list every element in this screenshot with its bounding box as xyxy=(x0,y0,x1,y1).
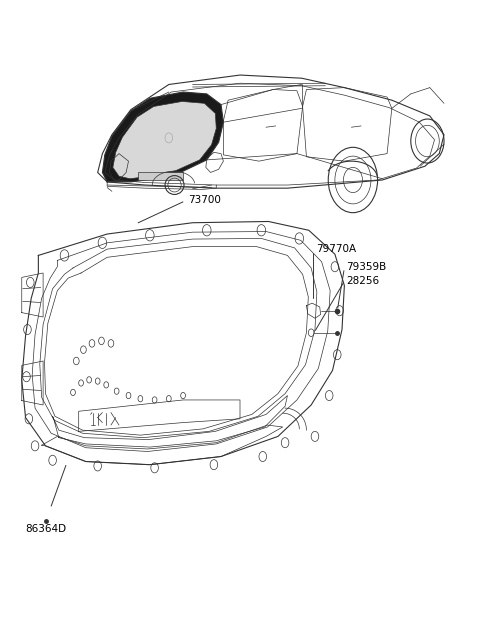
Text: 79359B: 79359B xyxy=(346,262,386,273)
Text: 86364D: 86364D xyxy=(25,524,67,534)
FancyBboxPatch shape xyxy=(138,172,183,180)
Polygon shape xyxy=(113,101,216,179)
Text: 79770A: 79770A xyxy=(316,244,356,254)
Text: 73700: 73700 xyxy=(188,195,221,205)
Polygon shape xyxy=(102,92,223,182)
Text: 28256: 28256 xyxy=(346,276,379,286)
